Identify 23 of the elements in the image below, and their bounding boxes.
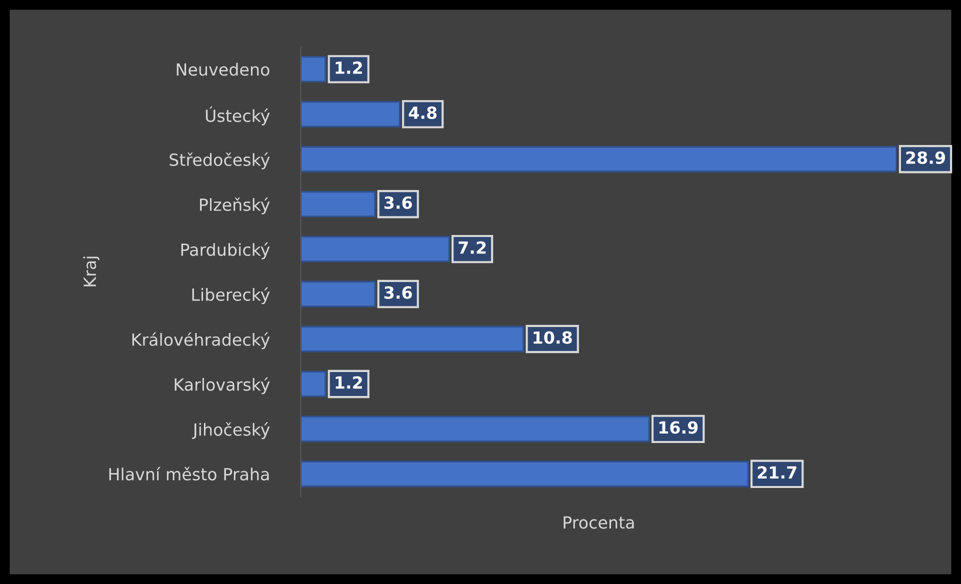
y-tick-label: Jihočeský	[192, 422, 270, 440]
y-tick-label: Pardubický	[181, 242, 270, 260]
data-label: 10.8	[534, 331, 572, 344]
y-axis-title: Kraj	[83, 256, 100, 286]
data-label: 16.9	[659, 421, 698, 434]
data-label: 4.8	[408, 106, 437, 120]
data-label: 1.2	[336, 376, 362, 389]
bar	[300, 146, 897, 172]
y-tick-label: Ústecký	[206, 106, 270, 126]
y-tick-label: Královéhradecký	[132, 332, 270, 350]
y-tick-label: Plzeňský	[200, 197, 270, 214]
data-label: 28.9	[906, 151, 945, 164]
data-label: 3.6	[384, 286, 412, 299]
data-label: 7.2	[458, 241, 486, 254]
y-tick-label: Neuvedeno	[176, 62, 270, 76]
data-label: 3.6	[384, 196, 412, 209]
y-tick-label: Liberecký	[192, 287, 270, 304]
y-tick-label: Hlavní město Praha	[109, 466, 269, 480]
data-label: 21.7	[758, 466, 796, 479]
y-tick-label: Středočeský	[170, 152, 270, 170]
y-tick-label: Karlovarský	[174, 377, 270, 394]
x-axis-title: Procenta	[564, 516, 634, 529]
data-label: 1.2	[336, 61, 362, 74]
